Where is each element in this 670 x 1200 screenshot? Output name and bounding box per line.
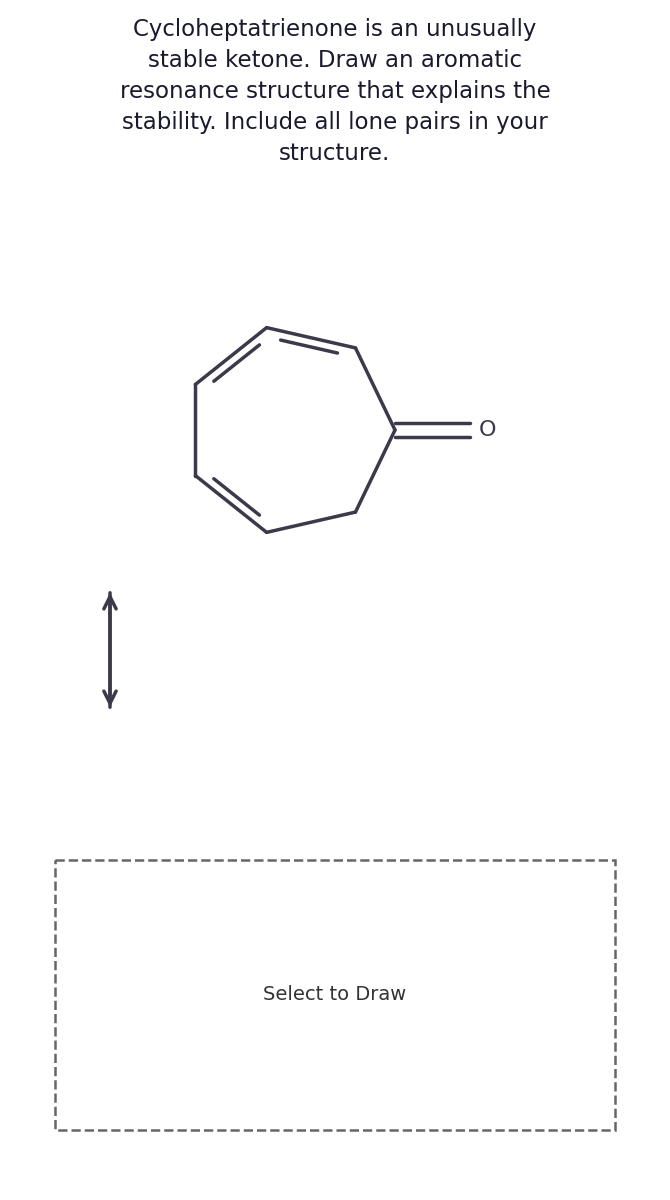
- Text: Select to Draw: Select to Draw: [263, 985, 407, 1004]
- Bar: [55, 860, 615, 1130]
- Text: O: O: [479, 420, 496, 440]
- Text: Cycloheptatrienone is an unusually
stable ketone. Draw an aromatic
resonance str: Cycloheptatrienone is an unusually stabl…: [120, 18, 550, 166]
